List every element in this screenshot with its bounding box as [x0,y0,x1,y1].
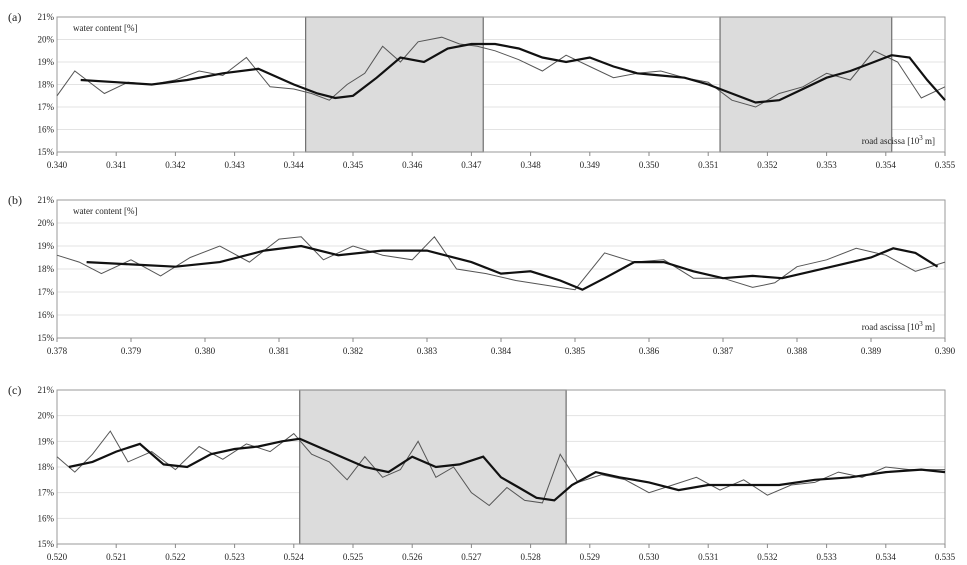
x-tick-label: 0.352 [757,160,777,170]
y-tick-label: 16% [38,513,55,523]
x-tick-label: 0.379 [121,346,142,356]
x-axis-label: road ascissa [103 m] [862,134,935,146]
x-tick-label: 0.527 [461,552,482,562]
y-tick-label: 18% [38,264,55,274]
x-tick-label: 0.534 [876,552,897,562]
y-tick-label: 18% [38,80,55,90]
y-axis-label: water content [%] [73,206,137,216]
x-tick-label: 0.343 [224,160,245,170]
y-tick-label: 21% [38,385,55,395]
x-tick-label: 0.340 [47,160,68,170]
x-tick-label: 0.525 [343,552,364,562]
x-tick-label: 0.345 [343,160,364,170]
series-smoothed-line [86,244,939,291]
shaded-region [719,16,893,153]
x-tick-label: 0.384 [491,346,512,356]
y-tick-label: 17% [38,287,55,297]
y-tick-label: 17% [38,488,55,498]
x-tick-label: 0.521 [106,552,126,562]
x-axis-label: road ascissa [103 m] [862,320,935,332]
x-tick-label: 0.530 [639,552,660,562]
x-tick-label: 0.523 [224,552,245,562]
plot-frame [56,16,946,153]
series-smoothed-line [80,42,946,104]
x-tick-label: 0.528 [520,552,541,562]
y-tick-label: 20% [38,35,55,45]
x-tick-label: 0.346 [402,160,423,170]
x-tick-label: 0.388 [787,346,808,356]
x-tick-label: 0.533 [816,552,837,562]
series-measured-line [56,430,945,507]
y-tick-label: 20% [38,411,55,421]
x-tick-label: 0.385 [565,346,586,356]
x-tick-label: 0.535 [935,552,956,562]
shaded-region [305,16,484,153]
y-tick-label: 17% [38,102,55,112]
y-tick-label: 18% [38,462,55,472]
x-tick-label: 0.389 [861,346,882,356]
x-tick-label: 0.378 [47,346,68,356]
series-smoothed-line [68,437,946,502]
y-tick-label: 21% [38,12,55,22]
x-tick-label: 0.390 [935,346,956,356]
panel-label: (b) [8,193,22,207]
x-tick-label: 0.531 [698,552,718,562]
y-tick-label: 19% [38,57,55,67]
y-tick-label: 15% [38,147,55,157]
x-tick-label: 0.349 [580,160,601,170]
y-tick-label: 15% [38,333,55,343]
y-tick-label: 15% [38,539,55,549]
x-tick-label: 0.383 [417,346,438,356]
x-tick-label: 0.348 [520,160,541,170]
x-tick-label: 0.382 [343,346,363,356]
x-tick-label: 0.380 [195,346,216,356]
y-tick-label: 19% [38,241,55,251]
x-tick-label: 0.344 [284,160,305,170]
x-tick-label: 0.524 [284,552,305,562]
x-tick-label: 0.342 [165,160,185,170]
x-tick-label: 0.387 [713,346,734,356]
panel-label: (a) [8,10,21,24]
x-tick-label: 0.526 [402,552,423,562]
plot-frame [56,389,946,545]
series-measured-line [56,236,946,291]
x-tick-label: 0.347 [461,160,482,170]
y-tick-label: 19% [38,436,55,446]
y-tick-label: 16% [38,310,55,320]
x-tick-label: 0.532 [757,552,777,562]
x-tick-label: 0.353 [816,160,837,170]
chart-panel-3: 15% 16% 17% 18% 19% 20% 21% 0.520 0.521 0.522 0.52… [8,383,956,562]
x-tick-label: 0.350 [639,160,660,170]
shaded-region [299,389,567,545]
chart-panel-1: 15% 16% 17% 18% 19% 20% 21% 0.340 0.341 0.342 0.34… [8,10,956,170]
x-tick-label: 0.354 [876,160,897,170]
x-tick-label: 0.351 [698,160,718,170]
chart-panel-2: 15% 16% 17% 18% 19% 20% 21% 0.378 0.379 0.380 0.38… [8,193,956,356]
x-tick-label: 0.355 [935,160,956,170]
panel-label: (c) [8,383,21,397]
x-tick-label: 0.381 [269,346,289,356]
x-tick-label: 0.529 [580,552,601,562]
y-tick-label: 16% [38,125,55,135]
x-tick-label: 0.520 [47,552,68,562]
x-tick-label: 0.522 [165,552,185,562]
x-tick-label: 0.341 [106,160,126,170]
y-axis-label: water content [%] [73,23,137,33]
y-tick-label: 21% [38,195,55,205]
y-tick-label: 20% [38,218,55,228]
x-tick-label: 0.386 [639,346,660,356]
